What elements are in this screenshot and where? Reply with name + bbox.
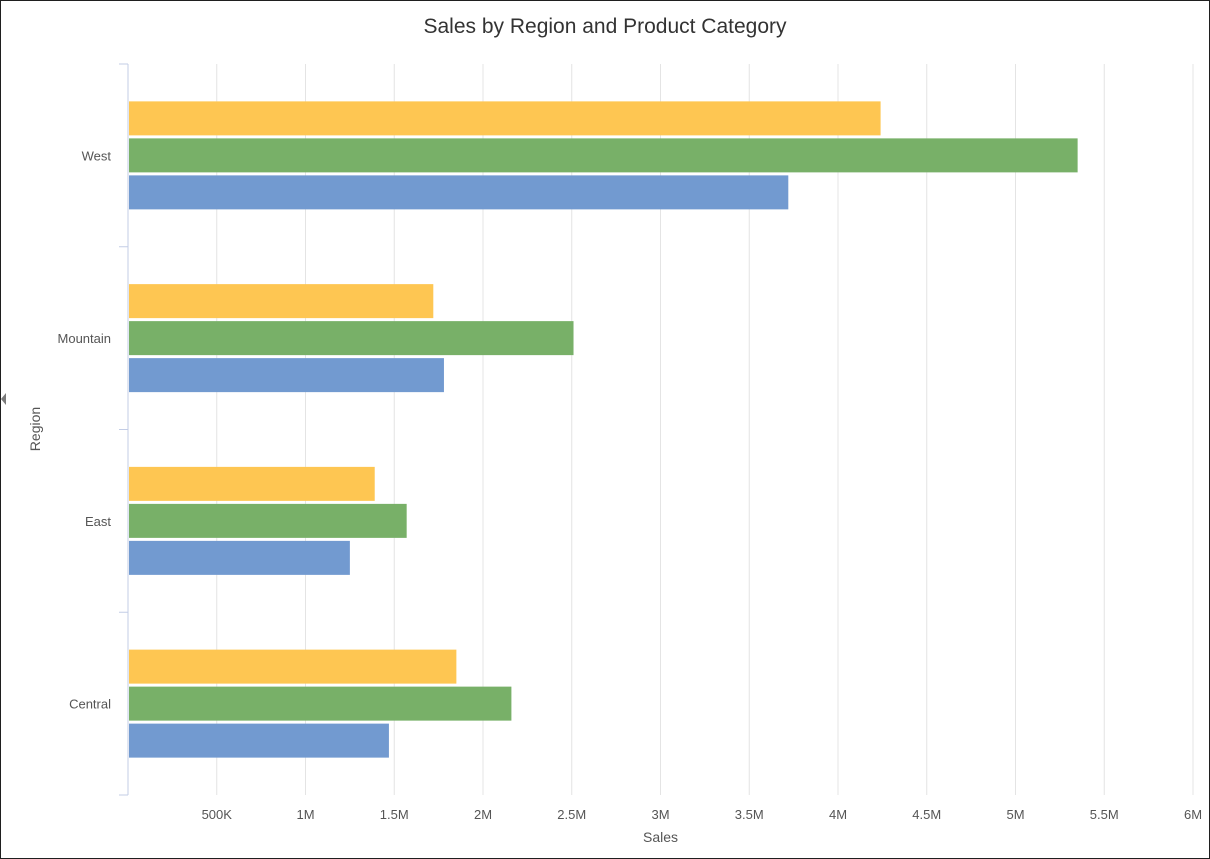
bar-central-series-3[interactable]	[129, 723, 389, 758]
x-tick-label-8: 4.5M	[912, 807, 941, 822]
bar-mountain-series-3[interactable]	[129, 358, 444, 393]
y-axis-title: Region	[27, 407, 43, 451]
bar-central-series-2[interactable]	[129, 686, 512, 721]
y-tick-label-mountain: Mountain	[58, 331, 111, 346]
bar-east-series-2[interactable]	[129, 503, 407, 538]
bar-west-series-3[interactable]	[129, 175, 789, 210]
bar-east-series-1[interactable]	[129, 466, 375, 501]
x-tick-label-1: 1M	[296, 807, 314, 822]
x-tick-label-11: 6M	[1184, 807, 1202, 822]
x-tick-label-6: 3.5M	[735, 807, 764, 822]
y-tick-label-west: West	[82, 148, 112, 163]
bar-east-series-3[interactable]	[129, 540, 350, 575]
y-tick-label-east: East	[85, 514, 111, 529]
x-tick-label-7: 4M	[829, 807, 847, 822]
bar-mountain-series-2[interactable]	[129, 321, 574, 356]
x-axis-title: Sales	[643, 829, 678, 845]
x-tick-label-10: 5.5M	[1090, 807, 1119, 822]
collapse-arrow-icon[interactable]	[1, 393, 6, 405]
bar-west-series-1[interactable]	[129, 101, 881, 136]
x-tick-label-4: 2.5M	[557, 807, 586, 822]
x-tick-label-0: 500K	[202, 807, 233, 822]
x-tick-label-5: 3M	[651, 807, 669, 822]
chart-title: Sales by Region and Product Category	[423, 15, 787, 38]
x-tick-label-3: 2M	[474, 807, 492, 822]
y-tick-label-central: Central	[69, 697, 111, 712]
bar-west-series-2[interactable]	[129, 138, 1078, 173]
x-tick-label-2: 1.5M	[380, 807, 409, 822]
bar-mountain-series-1[interactable]	[129, 284, 434, 319]
bar-central-series-1[interactable]	[129, 649, 457, 684]
x-tick-label-9: 5M	[1006, 807, 1024, 822]
